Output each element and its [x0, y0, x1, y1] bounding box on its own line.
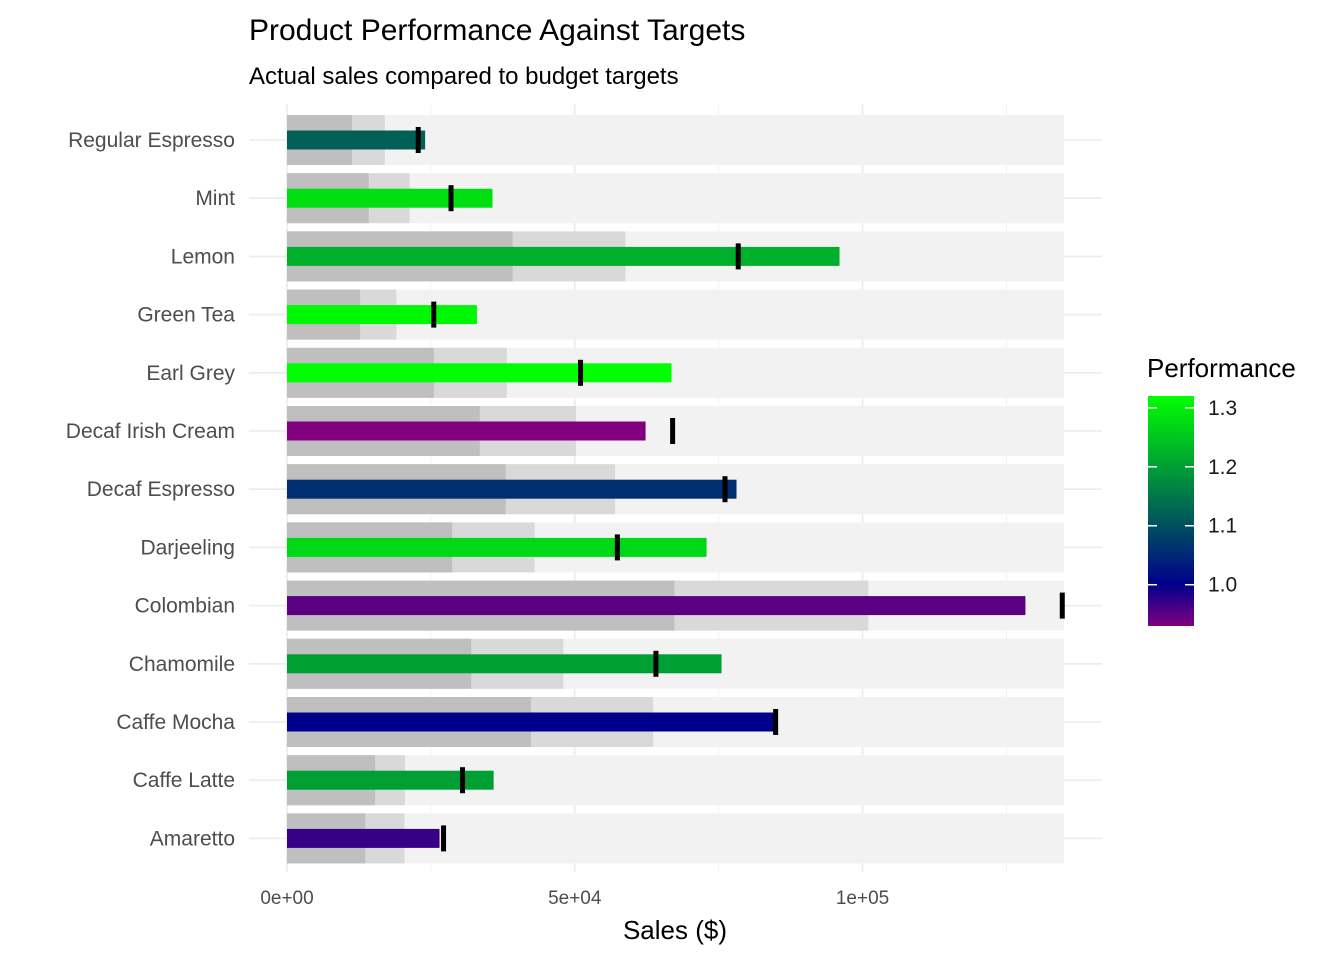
chart-subtitle: Actual sales compared to budget targets: [249, 63, 679, 90]
actual-bar: [287, 188, 493, 208]
plot-rows: [287, 115, 1065, 864]
actual-bar: [287, 596, 1026, 616]
y-tick-label: Green Tea: [137, 304, 235, 327]
product-row: [287, 813, 1064, 864]
target-marker: [653, 650, 659, 677]
actual-bar: [287, 363, 672, 383]
product-row: [287, 464, 1064, 515]
y-tick-label: Mint: [195, 187, 235, 210]
legend-colorbar: [1148, 396, 1194, 626]
y-tick-label: Decaf Espresso: [87, 478, 235, 501]
y-tick-label: Decaf Irish Cream: [66, 420, 235, 443]
legend-tick-label: 1.3: [1208, 397, 1237, 420]
x-tick-label: 5e+04: [548, 888, 602, 909]
product-row: [287, 522, 1064, 573]
legend: Performance 1.0 1.1 1.2 1.3: [1147, 353, 1296, 626]
y-tick-label: Darjeeling: [140, 536, 235, 559]
legend-tick-label: 1.0: [1208, 574, 1237, 597]
actual-bar: [287, 828, 440, 848]
actual-bar: [287, 654, 722, 674]
x-axis-ticks: 0e+00 5e+04 1e+05: [260, 888, 889, 909]
actual-bar: [287, 770, 494, 790]
y-tick-label: Caffe Latte: [133, 769, 235, 792]
target-marker: [578, 359, 584, 386]
target-marker: [670, 418, 676, 444]
target-marker: [415, 127, 421, 153]
actual-bar: [287, 421, 646, 441]
y-tick-label: Amaretto: [150, 827, 235, 850]
target-marker: [431, 301, 437, 328]
x-tick-label: 1e+05: [836, 888, 889, 909]
target-marker: [441, 825, 447, 852]
product-row: [287, 638, 1064, 689]
y-tick-label: Chamomile: [129, 653, 235, 676]
product-row: [287, 580, 1065, 631]
y-tick-label: Colombian: [135, 595, 235, 618]
x-axis-label: Sales ($): [623, 915, 727, 945]
y-tick-label: Caffe Mocha: [116, 711, 235, 734]
product-row: [287, 115, 1064, 165]
product-row: [287, 755, 1064, 806]
actual-bar: [287, 246, 840, 266]
target-marker: [735, 243, 741, 270]
y-axis-labels: Regular Espresso Mint Lemon Green Tea Earl G…: [66, 129, 236, 850]
target-marker: [722, 476, 728, 503]
y-tick-label: Earl Grey: [146, 362, 235, 385]
actual-bar: [287, 479, 737, 499]
chart-title: Product Performance Against Targets: [249, 14, 745, 47]
y-tick-label: Regular Espresso: [68, 129, 235, 152]
product-row: [287, 173, 1064, 224]
x-tick-label: 0e+00: [260, 888, 313, 909]
product-row: [287, 406, 1064, 456]
y-tick-label: Lemon: [171, 245, 235, 268]
actual-bar: [287, 305, 477, 325]
target-marker: [1059, 592, 1065, 619]
actual-bar: [287, 712, 775, 732]
actual-bar: [287, 130, 426, 150]
product-row: [287, 697, 1064, 747]
actual-bar: [287, 537, 707, 557]
product-row: [287, 231, 1064, 282]
product-row: [287, 347, 1064, 398]
target-marker: [460, 767, 466, 794]
target-marker: [448, 185, 454, 212]
target-marker: [773, 709, 779, 735]
legend-title: Performance: [1147, 353, 1296, 383]
target-marker: [614, 534, 620, 561]
product-row: [287, 289, 1064, 340]
legend-tick-label: 1.2: [1208, 456, 1237, 479]
legend-tick-label: 1.1: [1208, 515, 1237, 538]
